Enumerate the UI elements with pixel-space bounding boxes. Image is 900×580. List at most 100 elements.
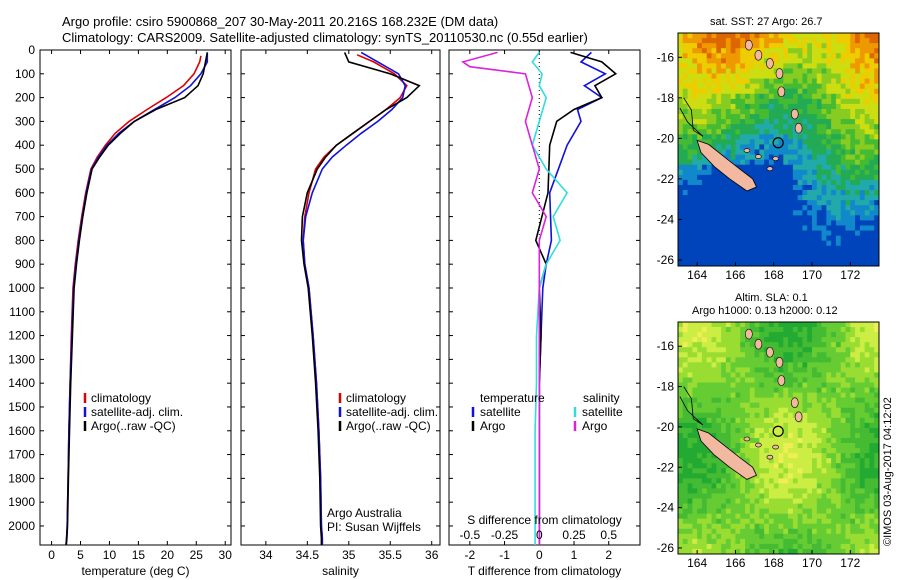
- sst-map-cell: [797, 88, 803, 95]
- sst-map-cell: [821, 205, 827, 211]
- sst-map-cell: [725, 93, 732, 100]
- sst-map-cell: [740, 83, 746, 90]
- sla-map-cell: [821, 337, 827, 343]
- sst-map-cell: [716, 98, 722, 105]
- sla-lon-label: 168: [764, 556, 784, 570]
- sst-map-cell: [859, 174, 866, 181]
- sla-map-cell: [701, 463, 708, 469]
- sla-map-cell: [859, 412, 866, 419]
- sla-map-cell: [721, 417, 727, 424]
- sla-map-cell: [816, 342, 822, 348]
- sst-map-cell: [735, 144, 741, 150]
- sst-map-cell: [850, 134, 856, 140]
- sla-map-cell: [788, 322, 794, 328]
- sla-map-cell: [749, 342, 755, 348]
- sla-map-cell: [716, 362, 722, 368]
- sla-map-cell: [749, 498, 755, 504]
- sla-map-cell: [874, 367, 880, 373]
- sst-map-cell: [783, 33, 789, 39]
- sla-map-cell: [807, 332, 813, 338]
- sst-map-cell: [759, 220, 765, 226]
- sla-map-cell: [874, 422, 880, 429]
- sst-map-cell: [701, 78, 708, 85]
- sla-map-cell: [816, 367, 822, 373]
- sla-map-cell: [749, 548, 755, 555]
- sla-map-cell: [840, 327, 846, 333]
- sst-map-cell: [730, 195, 736, 201]
- sst-map-cell: [725, 139, 732, 145]
- sla-map-cell: [749, 382, 755, 388]
- sst-map-cell: [716, 220, 722, 226]
- sst-map-cell: [754, 33, 760, 39]
- sla-map-cell: [764, 518, 770, 525]
- sst-map-cell: [831, 129, 837, 135]
- sst-map-cell: [678, 63, 684, 69]
- sla-map-cell: [682, 342, 688, 348]
- sla-map-cell: [745, 483, 751, 489]
- sla-map-cell: [701, 443, 708, 449]
- temperature-xlabel: temperature (deg C): [81, 564, 189, 578]
- sst-map-cell: [711, 129, 717, 135]
- depth-tick-label: 1500: [8, 400, 35, 414]
- sst-map-cell: [792, 73, 799, 79]
- sla-map-cell: [687, 443, 693, 449]
- sla-map-cell: [721, 367, 727, 373]
- sst-map-cell: [754, 260, 760, 267]
- sst-map-cell: [874, 230, 880, 237]
- sla-map-cell: [797, 548, 803, 555]
- sla-map-cell: [855, 367, 861, 373]
- temperature-legend-label-argo: Argo(..raw -QC): [91, 419, 176, 433]
- sst-map-cell: [716, 114, 722, 120]
- sla-map-cell: [778, 533, 784, 540]
- sst-map-cell: [745, 124, 751, 130]
- sla-map-cell: [721, 392, 727, 399]
- sla-map-cell: [850, 438, 856, 444]
- sst-map-cell: [711, 255, 717, 262]
- sst-map-cell: [840, 200, 846, 206]
- sst-map-cell: [788, 225, 794, 231]
- sla-map-cell: [816, 548, 822, 555]
- sst-map-cell: [859, 68, 866, 74]
- sst-map-cell: [816, 98, 822, 105]
- sst-map-cell: [826, 174, 832, 181]
- sla-map-cell: [826, 407, 832, 414]
- sst-map-cell: [773, 164, 779, 171]
- sla-map-cell: [678, 342, 684, 348]
- sst-map-cell: [754, 119, 760, 125]
- sst-map-cell: [850, 225, 856, 231]
- sla-map-cell: [816, 337, 822, 343]
- sst-map-cell: [792, 139, 799, 145]
- sst-map-cell: [864, 255, 870, 262]
- sst-map-cell: [697, 58, 703, 64]
- depth-tick-label: 100: [15, 67, 35, 81]
- sst-map-cell: [768, 68, 775, 74]
- sst-map-cell: [721, 215, 727, 221]
- sst-map-cell: [855, 255, 861, 262]
- sla-map-cell: [749, 407, 755, 414]
- sla-map-cell: [797, 332, 803, 338]
- sla-map-cell: [706, 407, 712, 414]
- sst-map-cell: [778, 53, 784, 59]
- sst-map-cell: [692, 119, 698, 125]
- sst-map-cell: [869, 144, 875, 150]
- sla-lat-label: -18: [657, 380, 675, 394]
- sla-map-cell: [682, 508, 688, 515]
- sla-map-cell: [840, 548, 846, 555]
- sla-map-cell: [778, 427, 784, 434]
- sla-map-cell: [697, 322, 703, 328]
- sst-map-cell: [869, 43, 875, 49]
- sla-map-cell: [749, 493, 755, 499]
- sst-map-cell: [759, 144, 765, 150]
- sla-map-cell: [797, 543, 803, 550]
- sla-map-cell: [850, 468, 856, 474]
- sla-map-cell: [730, 533, 736, 540]
- sst-map-cell: [701, 159, 708, 166]
- sla-map-cell: [792, 407, 799, 414]
- sst-map-cell: [821, 119, 827, 125]
- sst-map-cell: [778, 149, 784, 155]
- sst-map-cell: [783, 43, 789, 49]
- x-tick-label: 20: [161, 548, 175, 562]
- sst-map-cell: [821, 235, 827, 242]
- sst-map-cell: [759, 195, 765, 201]
